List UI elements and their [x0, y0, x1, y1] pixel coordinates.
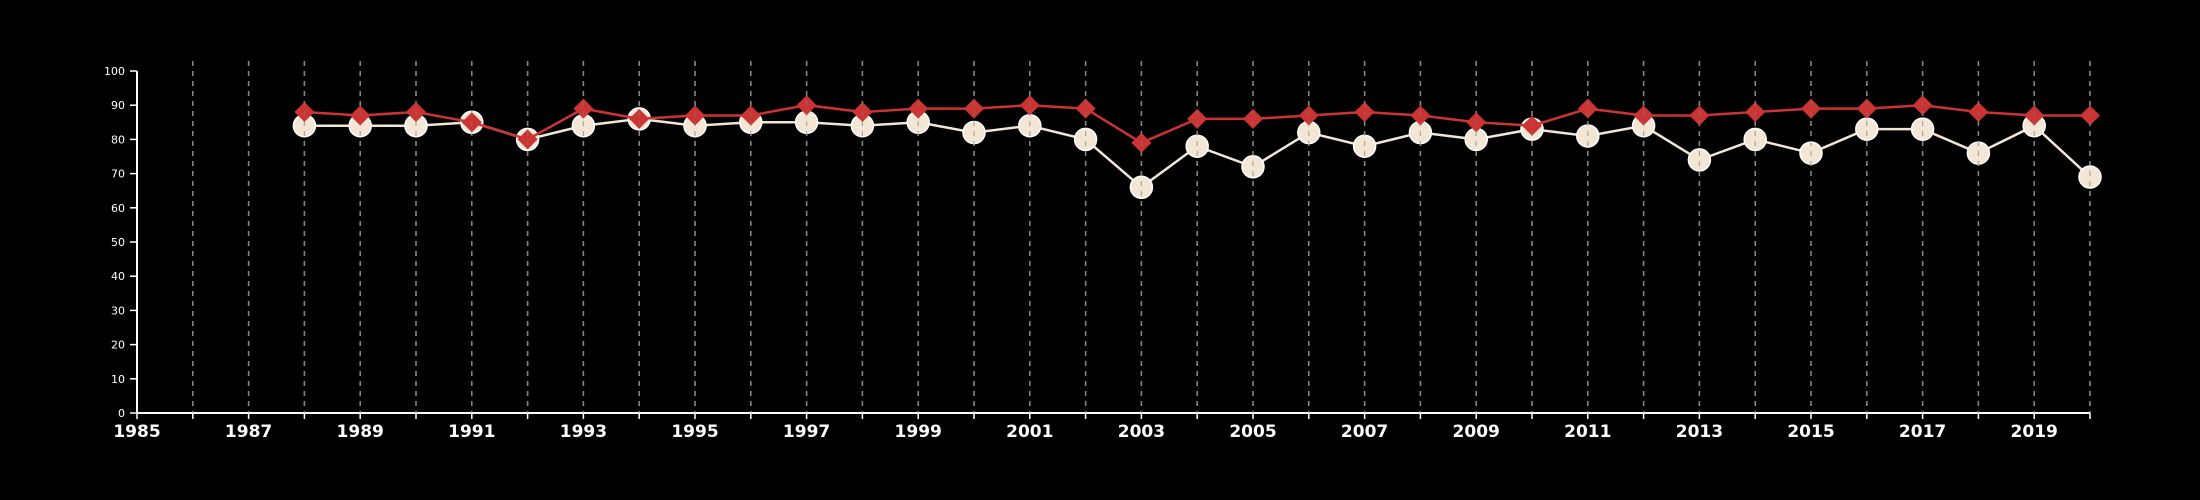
x-tick-label: 1991: [448, 422, 495, 442]
data-point: [964, 98, 984, 119]
axes: 0 10 20 30 40 50 60 70 80 90 100 1985 1987 1989 1991 19…: [104, 65, 2091, 442]
data-point: [1243, 108, 1263, 129]
data-point: [1687, 148, 1712, 172]
data-point: [517, 129, 538, 150]
y-tick-label: 30: [111, 304, 125, 317]
y-tick-label: 60: [111, 202, 125, 215]
data-point: [1073, 127, 1098, 152]
x-tick-label: 2013: [1676, 422, 1723, 442]
x-tick-label: 2019: [2011, 422, 2058, 442]
data-point: [1910, 117, 1935, 141]
data-point: [1743, 127, 1767, 152]
x-tick-label: 2009: [1453, 422, 1500, 442]
y-tick-label: 40: [111, 270, 125, 283]
data-point: [629, 108, 650, 129]
y-tick-label: 70: [111, 168, 125, 181]
series-1: [292, 107, 2102, 200]
x-tick-label: 2017: [1899, 422, 1946, 442]
gridline-overlay: [192, 61, 2091, 413]
x-tick-label: 1993: [560, 422, 607, 442]
series-layer: [192, 61, 2102, 413]
y-tick-label: 100: [104, 65, 125, 78]
data-point: [1577, 98, 1598, 119]
data-point: [908, 98, 929, 119]
x-tick-label: 1987: [225, 422, 272, 442]
data-point: [1129, 175, 1154, 200]
data-point: [1075, 98, 1096, 119]
x-tick-label: 2007: [1341, 422, 1388, 442]
x-tick-label: 2005: [1229, 422, 1276, 442]
y-tick-label: 10: [111, 373, 125, 386]
y-tick-label: 90: [111, 99, 125, 112]
x-tick-label: 1985: [113, 422, 160, 442]
y-tick-label: 20: [111, 339, 125, 352]
y-tick-label: 80: [111, 133, 125, 146]
y-tick-label: 0: [118, 407, 125, 420]
x-tick-label: 2011: [1564, 422, 1611, 442]
data-point: [1187, 108, 1208, 129]
x-tick-label: 1989: [337, 422, 384, 442]
x-tick-label: 1997: [783, 422, 830, 442]
x-tick-label: 1999: [895, 422, 942, 442]
x-tick-label: 2001: [1006, 422, 1053, 442]
data-point: [1856, 98, 1877, 119]
x-tick-label: 2003: [1118, 422, 1165, 442]
x-tick-label: 1995: [671, 422, 718, 442]
x-tick-label: 2015: [1787, 422, 1834, 442]
data-point: [573, 98, 594, 119]
data-point: [1801, 98, 1821, 119]
data-point: [2078, 165, 2102, 189]
y-tick-label: 50: [111, 236, 125, 249]
